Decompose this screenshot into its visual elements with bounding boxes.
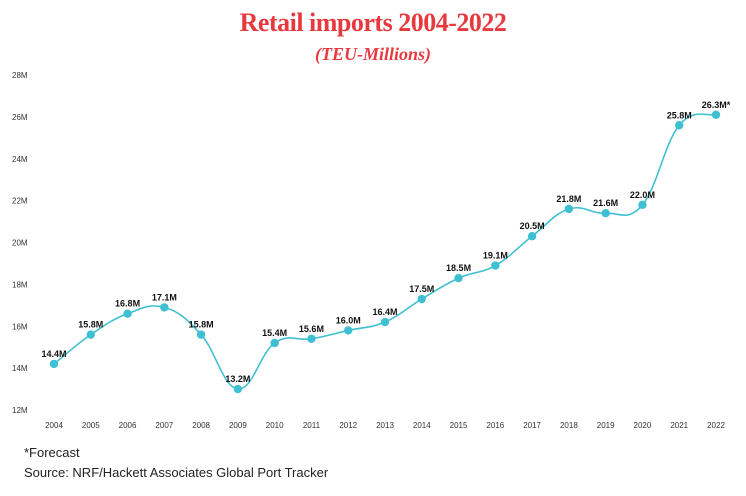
data-point [307, 334, 316, 344]
data-point [160, 303, 169, 312]
y-tick-label: 14M [12, 364, 28, 373]
data-point [454, 273, 463, 283]
chart-title: Retail imports 2004-2022 [239, 8, 507, 37]
x-tick-label: 2020 [634, 421, 652, 430]
data-label: 13.2M [225, 374, 250, 384]
data-point [233, 384, 243, 394]
data-point [675, 121, 684, 130]
data-label: 16.0M [336, 315, 361, 325]
data-label: 16.4M [372, 307, 397, 317]
x-tick-label: 2009 [229, 421, 247, 430]
y-tick-label: 20M [12, 239, 28, 248]
series-line [53, 113, 717, 390]
x-tick-label: 2015 [450, 421, 468, 430]
data-label: 26.3M* [702, 100, 731, 110]
data-label: 15.8M [189, 320, 214, 330]
x-tick-label: 2019 [597, 421, 615, 430]
data-label: 19.1M [483, 251, 508, 261]
chart-subtitle: (TEU-Millions) [314, 44, 431, 64]
x-tick-label: 2021 [670, 421, 688, 430]
data-label: 21.6M [593, 198, 618, 208]
y-tick-label: 12M [12, 406, 28, 415]
forecast-note: *Forecast [24, 445, 80, 460]
data-point [196, 330, 206, 339]
x-tick-label: 2022 [707, 421, 725, 430]
source-note: Source: NRF/Hackett Associates Global Po… [24, 465, 329, 480]
y-tick-label: 24M [12, 155, 28, 164]
x-tick-label: 2008 [192, 421, 210, 430]
x-tick-label: 2011 [303, 421, 321, 430]
y-tick-label: 22M [12, 197, 28, 206]
data-point [380, 317, 390, 327]
data-point [491, 261, 500, 270]
x-tick-label: 2010 [266, 421, 284, 430]
x-tick-label: 2013 [376, 421, 394, 430]
x-tick-label: 2005 [82, 421, 100, 430]
data-label: 17.5M [409, 284, 434, 294]
data-point [527, 232, 537, 241]
data-label: 15.8M [78, 320, 103, 330]
data-point [270, 338, 279, 348]
data-label: 16.8M [115, 299, 140, 309]
data-label: 15.4M [262, 328, 287, 338]
x-tick-label: 2007 [155, 421, 173, 430]
data-label: 20.5M [520, 221, 545, 231]
x-tick-label: 2016 [486, 421, 504, 430]
x-tick-label: 2017 [523, 421, 541, 430]
data-point [86, 330, 95, 339]
y-tick-label: 16M [12, 322, 28, 331]
data-point [601, 208, 610, 218]
data-point [711, 110, 721, 119]
data-label: 21.8M [556, 194, 581, 204]
x-tick-label: 2018 [560, 421, 578, 430]
data-point [564, 204, 574, 214]
x-tick-label: 2014 [413, 421, 431, 430]
y-tick-label: 26M [12, 113, 28, 122]
data-point [344, 326, 353, 335]
x-tick-label: 2004 [45, 421, 63, 430]
data-label: 25.8M [667, 110, 692, 120]
data-label: 22.0M [630, 190, 655, 200]
data-point [123, 309, 132, 318]
data-label: 15.6M [299, 324, 324, 334]
data-label: 18.5M [446, 263, 471, 273]
y-tick-label: 18M [12, 280, 28, 289]
data-label: 17.1M [152, 292, 177, 302]
data-point [638, 200, 647, 210]
data-label: 14.4M [41, 349, 66, 359]
x-tick-label: 2006 [119, 421, 137, 430]
x-tick-label: 2012 [339, 421, 357, 430]
data-point [417, 294, 426, 304]
data-point [49, 359, 59, 369]
y-tick-label: 28M [12, 71, 28, 80]
